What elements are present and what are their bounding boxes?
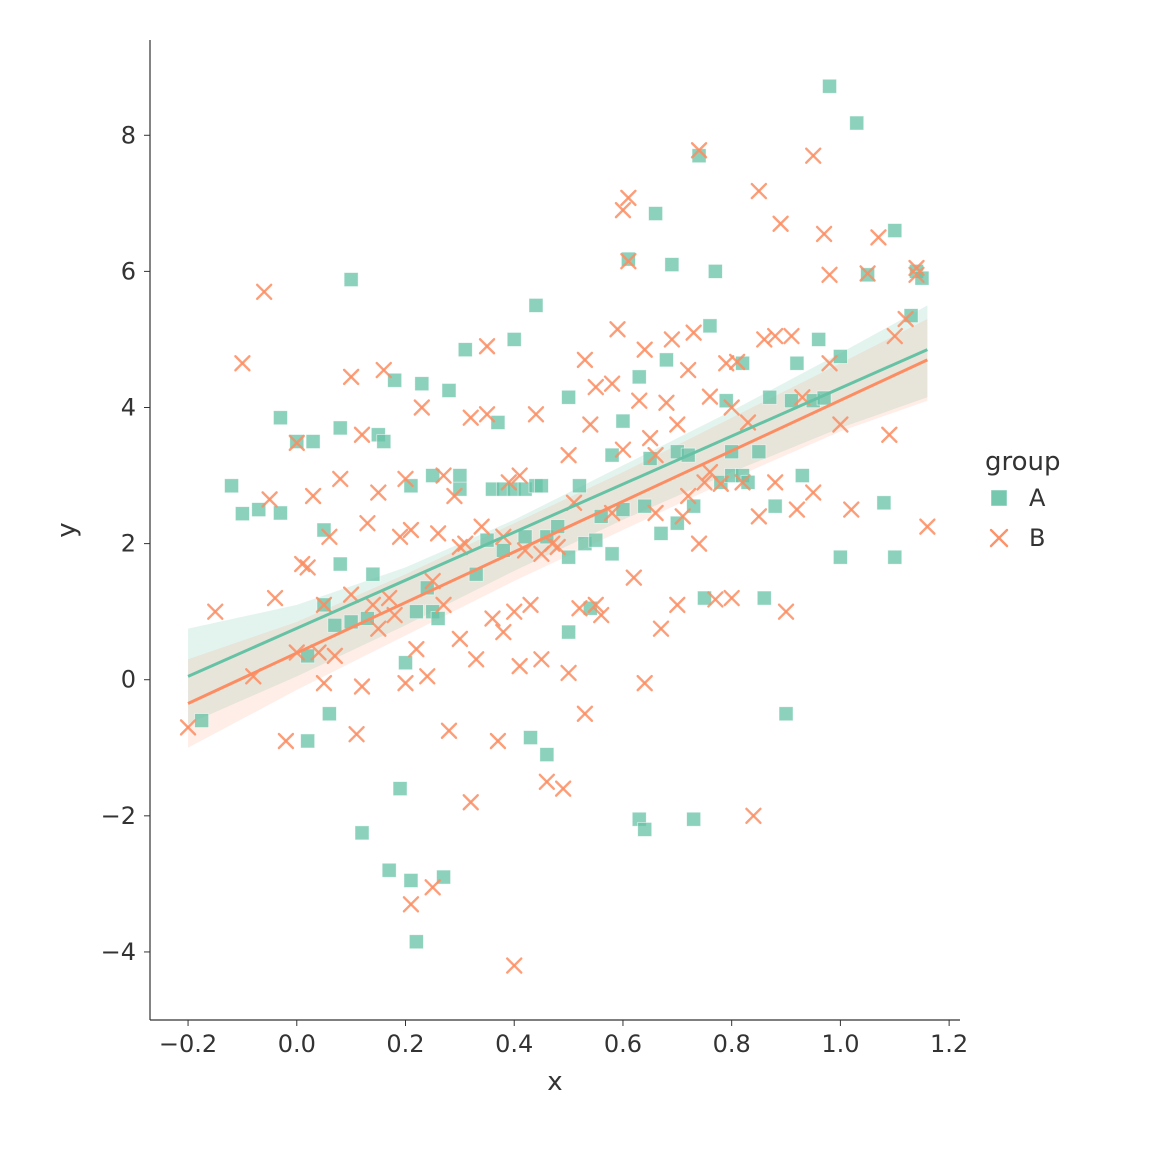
- legend-label: A: [1029, 484, 1046, 512]
- y-tick-label: −4: [101, 938, 136, 966]
- x-tick-label: 0.0: [278, 1030, 316, 1058]
- y-tick-label: 4: [121, 394, 136, 422]
- x-tick-label: 1.2: [930, 1030, 968, 1058]
- y-tick-label: −2: [101, 802, 136, 830]
- chart-svg: −0.2 0.0 0.2 0.4 0.6 0.8 1.0 1.2 −4 −2 0 2 4 6 8 x y grou…: [0, 0, 1152, 1152]
- x-tick-label: 0.6: [604, 1030, 642, 1058]
- x-tick-label: 1.0: [821, 1030, 859, 1058]
- x-tick-label: 0.8: [713, 1030, 751, 1058]
- legend-title: group: [985, 447, 1061, 477]
- x-tick-label: 0.4: [495, 1030, 533, 1058]
- y-tick-label: 2: [121, 530, 136, 558]
- x-tick-label: −0.2: [159, 1030, 217, 1058]
- y-tick-label: 8: [121, 121, 136, 149]
- y-tick-label: 6: [121, 257, 136, 285]
- y-axis-label: y: [52, 522, 82, 537]
- scatter-regression-chart: −0.2 0.0 0.2 0.4 0.6 0.8 1.0 1.2 −4 −2 0 2 4 6 8 x y grou…: [0, 0, 1152, 1152]
- y-tick-label: 0: [121, 666, 136, 694]
- legend-label: B: [1029, 524, 1045, 552]
- x-axis-label: x: [547, 1067, 562, 1097]
- x-tick-label: 0.2: [386, 1030, 424, 1058]
